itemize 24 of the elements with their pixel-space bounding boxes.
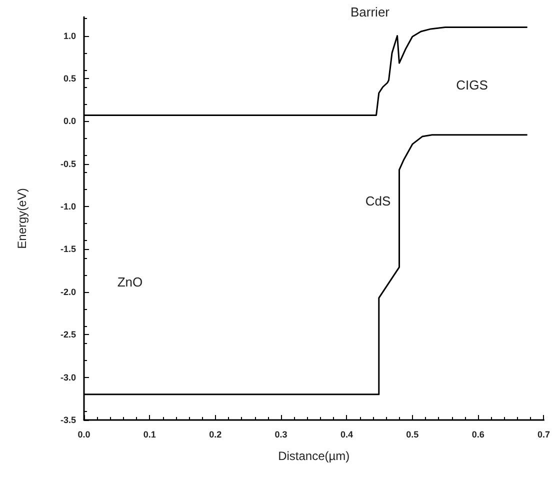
annotation: CdS bbox=[365, 194, 391, 208]
x-tick-label: 0.0 bbox=[78, 430, 90, 440]
y-tick-label: -3.0 bbox=[60, 372, 76, 382]
x-tick-label: 0.4 bbox=[340, 430, 353, 440]
y-tick-label: -0.5 bbox=[60, 158, 76, 169]
x-tick-label: 0.7 bbox=[537, 430, 550, 440]
x-axis-title: Distance(µm) bbox=[278, 449, 350, 463]
y-tick-label: -1.0 bbox=[60, 202, 76, 212]
x-tick-label: 0.6 bbox=[472, 430, 484, 440]
annotation: CIGS bbox=[456, 78, 488, 92]
y-tick-label: 1.0 bbox=[63, 30, 76, 41]
x-tick-label: 0.2 bbox=[209, 430, 222, 440]
y-tick-label: -2.0 bbox=[60, 286, 76, 297]
x-tick-label: 0.3 bbox=[274, 430, 288, 440]
annotation: ZnO bbox=[117, 274, 143, 290]
y-tick-label: -3.5 bbox=[60, 415, 76, 425]
y-tick-label: 0.5 bbox=[63, 73, 76, 84]
y-tick-label: 0.0 bbox=[63, 116, 76, 126]
x-tick-label: 0.1 bbox=[143, 430, 156, 440]
y-axis-title: Energy(eV) bbox=[15, 188, 29, 249]
annotation: Barrier bbox=[350, 4, 390, 20]
y-tick-label: -2.5 bbox=[60, 330, 76, 340]
x-tick-label: 0.5 bbox=[406, 430, 419, 440]
y-tick-label: -1.5 bbox=[60, 244, 76, 254]
